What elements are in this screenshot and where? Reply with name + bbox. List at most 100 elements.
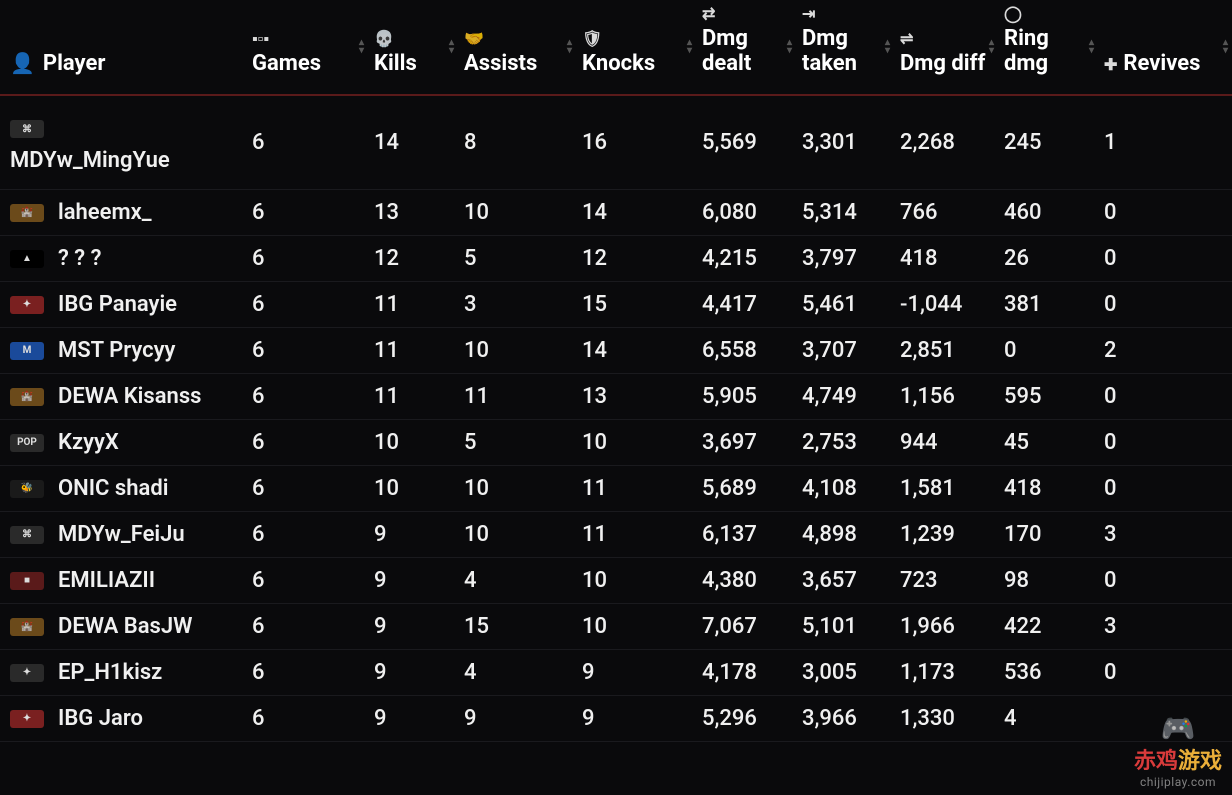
cell-taken: 3,005 [796, 650, 894, 696]
table-row[interactable]: ⌘MDYw_MingYue6148165,5693,3012,2682451 [0, 95, 1232, 190]
player-name: laheemx_ [58, 200, 152, 225]
cell-assists: 9 [458, 696, 576, 742]
cell-kills: 9 [368, 650, 458, 696]
cell-games: 6 [246, 95, 368, 190]
player-cell: ✦EP_H1kisz [10, 660, 240, 685]
cell-taken: 5,314 [796, 190, 894, 236]
col-dealt[interactable]: ⇄ Dmg dealt ▴▾ [696, 0, 796, 95]
col-label: Revives [1123, 51, 1200, 76]
player-name: IBG Jaro [58, 706, 143, 731]
cell-assists: 10 [458, 512, 576, 558]
col-kills[interactable]: 💀 Kills ▴▾ [368, 0, 458, 95]
cell-revives: 0 [1098, 374, 1232, 420]
cell-revives: 0 [1098, 190, 1232, 236]
table-row[interactable]: 🏰laheemx_61310146,0805,3147664600 [0, 190, 1232, 236]
cell-dealt: 5,569 [696, 95, 796, 190]
col-revives[interactable]: ✚Revives ▴▾ [1098, 0, 1232, 95]
table-row[interactable]: 🐝ONIC shadi61010115,6894,1081,5814180 [0, 466, 1232, 512]
col-label: Dmg dealt [702, 26, 751, 76]
sort-icon[interactable]: ▴▾ [1089, 39, 1094, 55]
cell-diff: 2,268 [894, 95, 998, 190]
table-row[interactable]: ✦IBG Jaro69995,2963,9661,3304 [0, 696, 1232, 742]
cell-ring: 0 [998, 328, 1098, 374]
sort-icon[interactable]: ▴▾ [989, 39, 994, 55]
sort-icon[interactable]: ▴▾ [1223, 39, 1228, 55]
cell-dealt: 4,417 [696, 282, 796, 328]
col-games[interactable]: ▪▫▪ Games ▴▾ [246, 0, 368, 95]
cell-taken: 2,753 [796, 420, 894, 466]
sort-icon[interactable]: ▴▾ [567, 39, 572, 55]
player-cell: 🏰 laheemx_ [10, 200, 240, 225]
col-player[interactable]: 👤Player [0, 0, 246, 95]
table-row[interactable]: 🏰DEWA BasJW6915107,0675,1011,9664223 [0, 604, 1232, 650]
team-logo-icon: ▲ [10, 248, 44, 270]
team-logo-icon: ⌘ [10, 112, 44, 146]
cell-kills: 9 [368, 558, 458, 604]
diff-icon: ⇌ [900, 31, 992, 47]
table-row[interactable]: MMST Prycyy61110146,5583,7072,85102 [0, 328, 1232, 374]
cell-revives: 3 [1098, 512, 1232, 558]
taken-icon: ⇥ [802, 6, 888, 22]
table-row[interactable]: ✦EP_H1kisz69494,1783,0051,1735360 [0, 650, 1232, 696]
col-label: Kills [374, 51, 417, 76]
col-label: Dmg taken [802, 26, 857, 76]
cell-knocks: 14 [576, 328, 696, 374]
cell-diff: 1,156 [894, 374, 998, 420]
cell-games: 6 [246, 696, 368, 742]
cell-diff: 723 [894, 558, 998, 604]
player-name: IBG Panayie [58, 292, 177, 317]
cell-ring: 170 [998, 512, 1098, 558]
table-row[interactable]: ▲? ? ?6125124,2153,797418260 [0, 236, 1232, 282]
team-logo-icon: 🐝 [10, 478, 44, 500]
cell-ring: 98 [998, 558, 1098, 604]
cell-kills: 9 [368, 512, 458, 558]
sort-icon[interactable]: ▴▾ [787, 39, 792, 55]
team-logo-icon: 🏰 [10, 616, 44, 638]
cell-ring: 381 [998, 282, 1098, 328]
team-logo-icon: 🏰 [10, 202, 44, 224]
col-label: Dmg diff [900, 51, 985, 76]
cell-kills: 10 [368, 466, 458, 512]
cell-ring: 422 [998, 604, 1098, 650]
cell-games: 6 [246, 558, 368, 604]
watermark-text: 赤鸡游戏 [1134, 743, 1222, 775]
cell-games: 6 [246, 190, 368, 236]
table-row[interactable]: ⌘MDYw_FeiJu6910116,1374,8981,2391703 [0, 512, 1232, 558]
col-label: Knocks [582, 51, 655, 76]
table-row[interactable]: POPKzyyX6105103,6972,753944450 [0, 420, 1232, 466]
table-row[interactable]: ■EMILIAZII694104,3803,657723980 [0, 558, 1232, 604]
sort-icon[interactable]: ▴▾ [359, 39, 364, 55]
col-diff[interactable]: ⇌ Dmg diff ▴▾ [894, 0, 998, 95]
cell-revives [1098, 696, 1232, 742]
cell-kills: 14 [368, 95, 458, 190]
col-ring[interactable]: ◯ Ring dmg ▴▾ [998, 0, 1098, 95]
cell-knocks: 16 [576, 95, 696, 190]
cell-assists: 8 [458, 95, 576, 190]
player-icon: 👤 [10, 51, 35, 75]
sort-icon[interactable]: ▴▾ [885, 39, 890, 55]
table-body: ⌘MDYw_MingYue6148165,5693,3012,2682451🏰l… [0, 95, 1232, 742]
player-name: MDYw_FeiJu [58, 522, 185, 547]
player-cell: ⌘MDYw_MingYue [10, 112, 240, 173]
cell-kills: 9 [368, 604, 458, 650]
table-row[interactable]: 🏰DEWA Kisanss61111135,9054,7491,1565950 [0, 374, 1232, 420]
col-taken[interactable]: ⇥ Dmg taken ▴▾ [796, 0, 894, 95]
col-assists[interactable]: 🤝 Assists ▴▾ [458, 0, 576, 95]
cell-taken: 3,797 [796, 236, 894, 282]
team-logo-icon: 🏰 [10, 386, 44, 408]
cell-assists: 5 [458, 236, 576, 282]
cell-knocks: 11 [576, 466, 696, 512]
table-row[interactable]: ✦IBG Panayie6113154,4175,461-1,0443810 [0, 282, 1232, 328]
cell-kills: 11 [368, 282, 458, 328]
sort-icon[interactable]: ▴▾ [687, 39, 692, 55]
cell-knocks: 9 [576, 696, 696, 742]
sort-icon[interactable]: ▴▾ [449, 39, 454, 55]
cell-revives: 0 [1098, 420, 1232, 466]
cell-dealt: 4,178 [696, 650, 796, 696]
player-name: ONIC shadi [58, 476, 168, 501]
cell-assists: 4 [458, 558, 576, 604]
assists-icon: 🤝 [464, 31, 570, 47]
watermark-url: chijiplay.com [1140, 775, 1216, 789]
col-knocks[interactable]: 🛡 Knocks ▴▾ [576, 0, 696, 95]
player-cell: MMST Prycyy [10, 338, 240, 363]
